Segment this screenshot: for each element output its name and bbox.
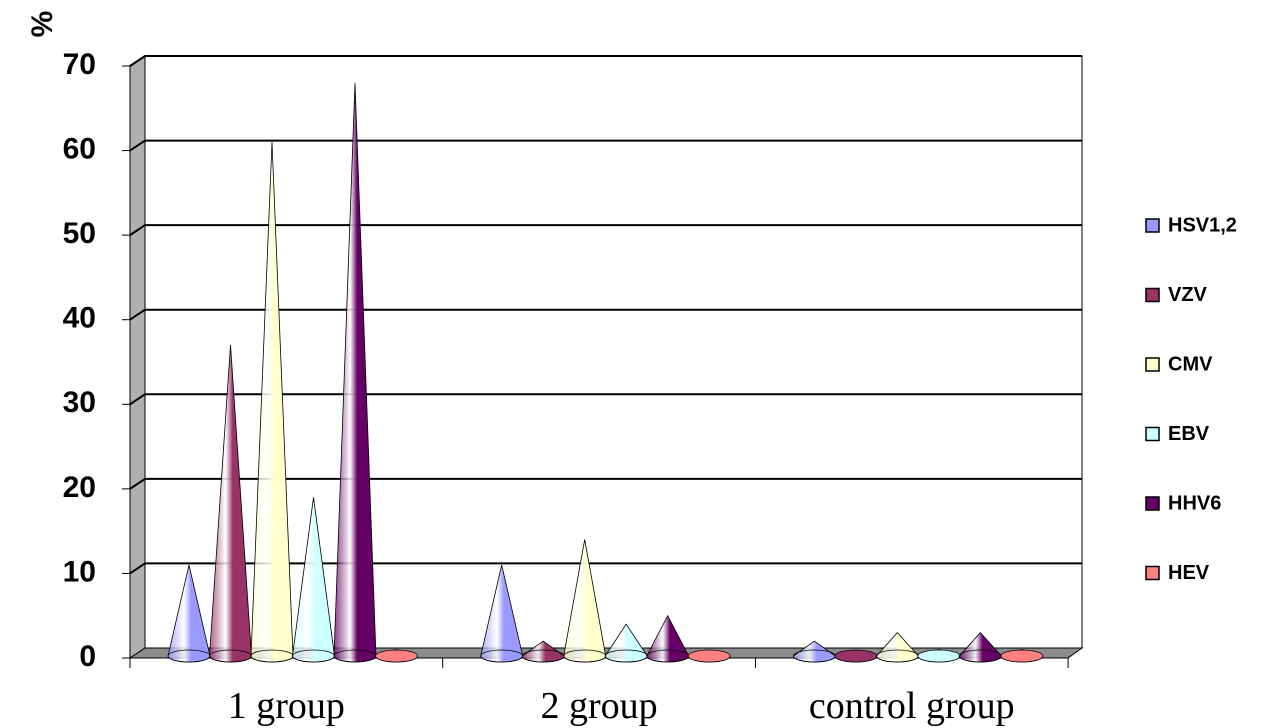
gridline <box>129 562 1082 575</box>
cone-base <box>646 649 690 663</box>
y-axis-label: % <box>26 11 59 38</box>
x-tick-label: control group <box>809 685 1015 727</box>
chart-walls <box>128 55 1084 659</box>
cone-base <box>521 649 565 663</box>
cone-hev-1 <box>375 649 418 663</box>
cone-base <box>793 649 836 663</box>
gridline <box>129 139 1082 152</box>
legend-swatch <box>1145 357 1160 372</box>
legend: HSV1,2 VZV CMV EBV HHV6 HEV <box>1145 214 1237 584</box>
gridline <box>129 55 1082 67</box>
cone-series <box>167 82 1044 663</box>
gridline <box>129 308 1082 321</box>
y-axis-ticks: 0 10 20 30 40 50 60 70 <box>63 48 130 673</box>
x-tick-label: 1 group <box>228 685 345 727</box>
cone-base <box>563 649 607 663</box>
legend-swatch <box>1145 218 1160 233</box>
y-tick-label: 40 <box>63 302 96 335</box>
cone-base <box>292 649 335 663</box>
x-axis-ticks: 1 group 2 group control group <box>129 658 1069 727</box>
legend-swatch <box>1145 287 1160 303</box>
cone-base <box>604 649 648 663</box>
cone-base <box>687 649 731 663</box>
legend-swatch <box>1145 496 1160 511</box>
cone-base <box>834 649 878 663</box>
legend-label: HSV1,2 <box>1168 214 1237 236</box>
cone-ebv-3 <box>917 649 961 663</box>
y-tick-label: 0 <box>79 640 96 673</box>
y-tick-label: 30 <box>63 386 96 419</box>
legend-label: EBV <box>1168 423 1210 445</box>
cone-base <box>959 649 1002 663</box>
cone-base <box>480 649 524 663</box>
cone-base <box>375 649 418 663</box>
cone-hev-2 <box>687 649 731 663</box>
cone-hev-3 <box>1000 649 1044 663</box>
cone-base <box>1000 649 1044 663</box>
y-tick-label: 50 <box>63 217 96 250</box>
legend-label: HHV6 <box>1168 492 1221 514</box>
gridline <box>129 477 1082 490</box>
cone-vzv-3 <box>834 649 878 663</box>
y-tick-label: 10 <box>63 555 96 588</box>
gridlines <box>129 55 1082 575</box>
cone-base <box>876 649 919 663</box>
y-tick-label: 60 <box>63 132 96 165</box>
legend-label: HEV <box>1168 562 1210 584</box>
cone-base <box>917 649 961 663</box>
y-tick-label: 70 <box>63 48 96 81</box>
y-tick-label: 20 <box>63 471 96 504</box>
legend-swatch <box>1145 426 1160 442</box>
cone-base <box>209 649 252 663</box>
cone-base <box>333 649 377 663</box>
cone-base <box>167 649 211 663</box>
legend-label: VZV <box>1168 284 1208 306</box>
gridline <box>129 224 1082 236</box>
cone-base <box>250 649 294 663</box>
legend-label: CMV <box>1168 353 1213 375</box>
x-tick-label: 2 group <box>540 685 657 727</box>
legend-swatch <box>1145 565 1160 581</box>
gridline <box>129 393 1082 406</box>
